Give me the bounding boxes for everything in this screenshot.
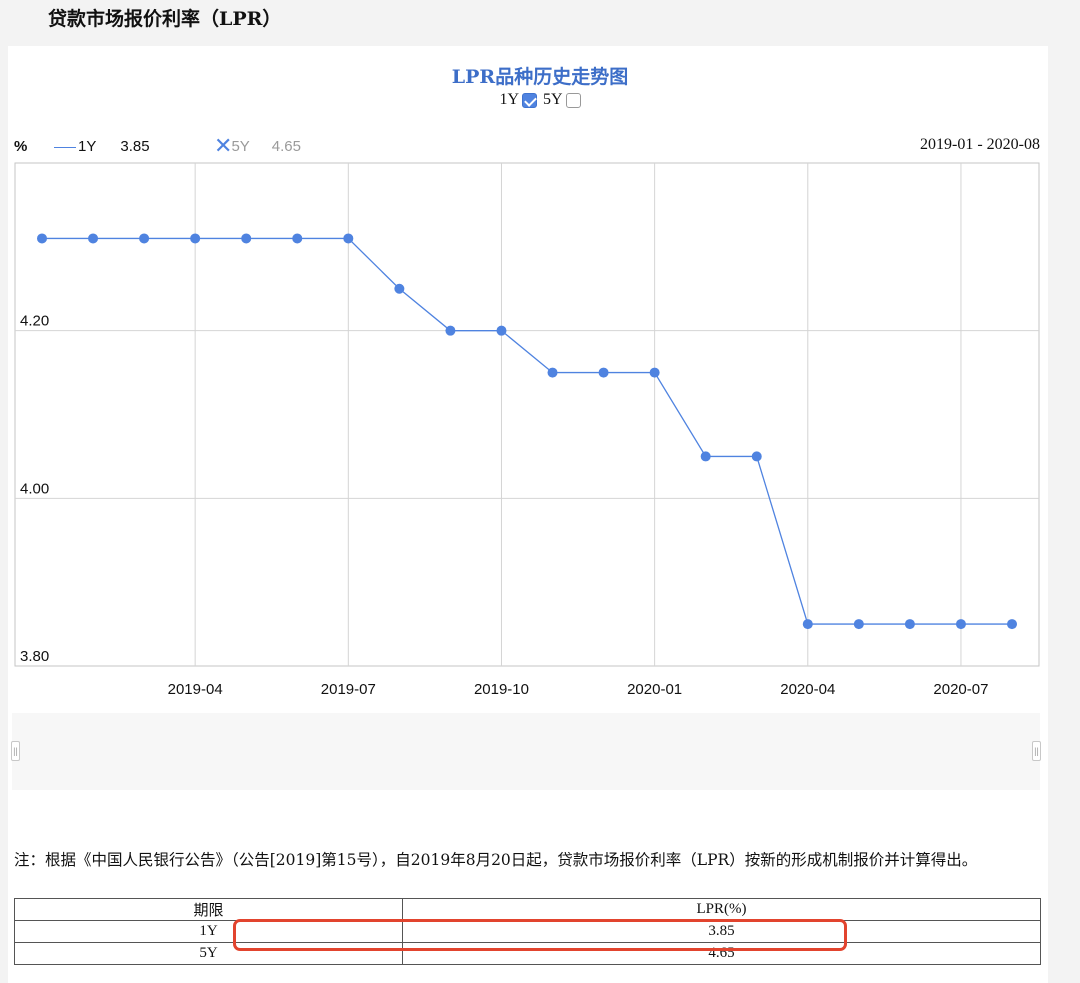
toggle-5y[interactable]: 5Y <box>543 91 581 109</box>
legend-5y-name: 5Y <box>231 137 250 155</box>
toggle-5y-checkbox[interactable] <box>565 92 581 108</box>
line-chart: 2019-04 2019-07 2019-10 2020-01 2020-04 2020-… <box>14 162 1040 698</box>
highlight-annotation <box>233 919 847 951</box>
data-point <box>496 325 507 336</box>
data-point <box>37 233 47 244</box>
data-point <box>292 233 303 244</box>
data-point <box>88 233 99 244</box>
data-point <box>802 619 813 630</box>
data-point <box>139 233 150 244</box>
legend-1y-name: 1Y <box>78 138 97 155</box>
x-tick-label: 2020-04 <box>780 681 835 698</box>
table-row: 5Y 4.65 <box>14 942 1042 965</box>
data-point <box>904 619 915 630</box>
y-tick-label: 4.00 <box>20 480 49 497</box>
toggle-1y-label: 1Y <box>499 91 519 108</box>
toggle-1y[interactable]: 1Y <box>499 91 537 109</box>
line-swatch-icon <box>54 146 76 148</box>
data-point <box>343 233 354 244</box>
data-point <box>394 283 405 294</box>
note-text: 注：根据《中国人民银行公告》（公告[2019]第15号），自2019年8月20日… <box>14 851 978 869</box>
x-tick-label: 2020-07 <box>933 681 988 698</box>
chart-title: LPR品种历史走势图 <box>451 66 629 88</box>
data-point <box>649 367 660 378</box>
data-point <box>547 367 558 378</box>
y-tick-label: 3.80 <box>20 648 49 665</box>
data-point <box>700 451 711 462</box>
table-row: 1Y 3.85 <box>14 920 1042 943</box>
series-toggles: 1Y 5Y <box>0 91 1080 109</box>
navigator-right-handle[interactable]: || <box>1032 741 1041 761</box>
series-line-1Y <box>42 237 1012 625</box>
legend-5y-value: 4.65 <box>271 137 301 155</box>
data-point <box>598 367 609 378</box>
lpr-table: 期限 LPR(%) 1Y 3.85 5Y 4.65 <box>14 898 1042 965</box>
legend-bar: % 1Y 3.85 ✕ 5Y 4.65 2019-01 - 2020-08 <box>14 133 1040 158</box>
unit-label: % <box>14 138 28 155</box>
plot-area <box>14 162 1040 667</box>
x-tick-label: 2019-07 <box>321 681 376 698</box>
toggle-1y-checkbox[interactable] <box>522 92 537 108</box>
data-point <box>955 619 966 630</box>
x-tick-label: 2019-10 <box>474 681 529 698</box>
hidden-series-x-icon: ✕ <box>214 133 233 158</box>
legend-item-5y[interactable]: ✕ 5Y 4.65 <box>214 133 301 158</box>
date-range: 2019-01 - 2020-08 <box>920 136 1040 153</box>
data-point <box>241 233 252 244</box>
data-point <box>853 619 864 630</box>
navigator-left-handle[interactable]: || <box>11 741 20 761</box>
table-header-row: 期限 LPR(%) <box>14 898 1042 921</box>
toggle-5y-label: 5Y <box>543 91 563 108</box>
x-tick-label: 2019-04 <box>168 681 223 698</box>
x-tick-label: 2020-01 <box>627 681 682 698</box>
header-lpr: LPR(%) <box>401 898 1042 921</box>
legend-item-1y[interactable]: 1Y 3.85 <box>54 138 150 155</box>
data-point <box>190 233 201 244</box>
data-point <box>751 451 762 462</box>
range-navigator[interactable]: || || <box>11 713 1041 790</box>
y-tick-label: 4.20 <box>20 313 49 330</box>
data-point <box>445 325 456 336</box>
page-title: 贷款市场报价利率（LPR） <box>48 8 282 30</box>
data-point <box>1007 619 1017 630</box>
header-term: 期限 <box>14 898 403 921</box>
legend-1y-value: 3.85 <box>120 138 150 155</box>
